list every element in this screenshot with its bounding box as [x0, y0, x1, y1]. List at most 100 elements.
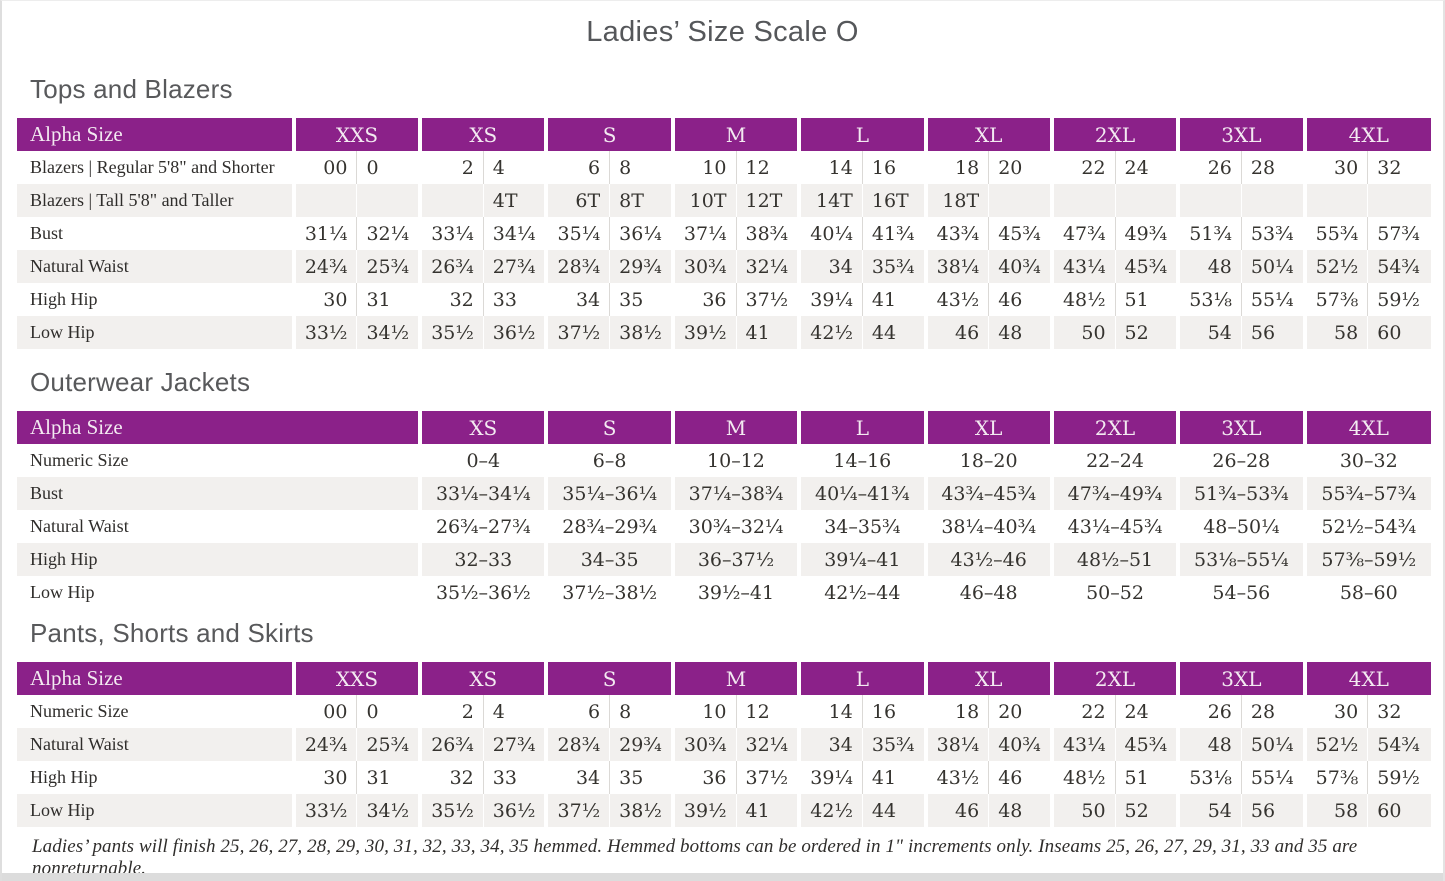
size-value: 53⅛–55¼ [1176, 543, 1305, 576]
size-value: 6T [544, 184, 611, 217]
tables-root: Tops and Blazers Alpha Size XXS XS S M L XL 2XL 3… [2, 74, 1443, 827]
row-label: Low Hip [30, 800, 95, 820]
size-value: 26–28 [1176, 444, 1305, 477]
size-value: 32¼ [745, 255, 789, 278]
size-value: 32 [1377, 700, 1402, 723]
size-value: 30¾–32¼ [670, 510, 800, 543]
size-value: 6–8 [544, 444, 673, 477]
size-value [989, 184, 1052, 217]
size-value: 54¾ [1377, 733, 1420, 756]
size-value: 38¼ [923, 728, 990, 761]
size-value: 43¾ [923, 217, 990, 250]
table-row-numeric-size: Numeric Size 00 0 2 4 6 8 10 12 14 16 18 20 22 24 26 28 3… [17, 695, 1431, 728]
size-group-header-xl: XL [923, 411, 1052, 444]
size-value: 47¾–49¾ [1049, 477, 1179, 510]
size-value: 51¾ [1176, 217, 1242, 250]
size-value: 38½ [619, 799, 662, 822]
size-value: 57⅜–59½ [1302, 543, 1431, 576]
size-value: 00 [291, 151, 358, 184]
size-group-header-3xl: 3XL [1176, 411, 1305, 444]
size-value: 55¼ [1250, 766, 1294, 789]
row-label: Low Hip [30, 322, 95, 342]
row-label: Natural Waist [30, 734, 129, 754]
size-value: 40¼–41¾ [797, 477, 926, 510]
table-row-high-hip: High Hip 32–33 34–35 36–37½ 39¼–41 43½–46 48½–… [17, 543, 1431, 576]
size-value: 56 [1250, 321, 1276, 344]
size-value: 46 [923, 794, 990, 827]
size-value: 43½ [923, 761, 990, 794]
size-value: 20 [998, 156, 1023, 179]
size-value: 38¼–40¾ [923, 510, 1052, 543]
size-value: 52 [1124, 321, 1149, 344]
size-value: 48½–51 [1049, 543, 1179, 576]
size-value: 14–16 [797, 444, 926, 477]
size-value: 34¼ [492, 222, 536, 245]
alpha-size-header: Alpha Size [17, 411, 421, 444]
size-value: 41 [745, 321, 770, 344]
table-row-bust: Bust 31¼ 32¼ 33¼ 34¼ 35¼ 36¼ 37¼ 38¾ 40¼ 41¾ 43¾ 45¾… [17, 217, 1431, 250]
size-value: 45¾ [1124, 733, 1168, 756]
size-value: 24 [1124, 156, 1149, 179]
size-value: 54 [1176, 794, 1242, 827]
size-value: 30¾ [670, 728, 737, 761]
size-table-outerwear-jackets: Alpha Size XS S M L XL 2XL 3XL 4XL Numeric Size 0–… [17, 411, 1431, 609]
size-value: 60 [1377, 799, 1402, 822]
size-value: 16 [871, 156, 897, 179]
size-value: 43¾–45¾ [923, 477, 1052, 510]
size-group-header-xl: XL [923, 662, 1052, 695]
header-row: Alpha Size XXS XS S M L XL 2XL 3XL 4XL [17, 118, 1431, 151]
size-value: 31 [366, 288, 391, 311]
size-value: 52½–54¾ [1302, 510, 1431, 543]
size-value: 54–56 [1176, 576, 1305, 609]
size-value: 50–52 [1049, 576, 1179, 609]
size-value: 34 [797, 250, 863, 283]
size-value: 12T [745, 189, 783, 212]
size-value: 36–37½ [670, 543, 800, 576]
table-row-low-hip: Low Hip 35½–36½ 37½–38½ 39½–41 42½–44 46–48 50… [17, 576, 1431, 609]
size-value: 55¾–57¾ [1302, 477, 1431, 510]
size-value: 26¾–27¾ [418, 510, 547, 543]
size-value: 44 [871, 799, 897, 822]
size-value: 59½ [1377, 766, 1420, 789]
size-value [1241, 184, 1304, 217]
size-value: 00 [291, 695, 358, 728]
size-value: 28 [1250, 156, 1276, 179]
size-group-header-xs: XS [418, 411, 547, 444]
size-value: 56 [1250, 799, 1276, 822]
size-value: 45¾ [998, 222, 1041, 245]
size-value: 34–35 [544, 543, 673, 576]
size-value: 33½ [291, 316, 358, 349]
size-value: 24¾ [291, 250, 358, 283]
size-value [291, 184, 358, 217]
size-value [1176, 184, 1242, 217]
size-group-header-xxs: XXS [291, 118, 421, 151]
size-value: 30–32 [1302, 444, 1431, 477]
size-value: 51 [1124, 288, 1149, 311]
size-value [1302, 184, 1369, 217]
size-value: 48 [1176, 728, 1242, 761]
size-value: 24 [1124, 700, 1149, 723]
size-value [418, 184, 484, 217]
size-value: 28¾–29¾ [544, 510, 673, 543]
size-group-header-4xl: 4XL [1302, 662, 1431, 695]
size-value: 58–60 [1302, 576, 1431, 609]
size-value: 33¼ [418, 217, 484, 250]
table-row-natural-waist: Natural Waist 24¾ 25¾ 26¾ 27¾ 28¾ 29¾ 30¾ 32¼ 34 3… [17, 728, 1431, 761]
row-label: Natural Waist [30, 256, 129, 276]
size-value: 42½ [797, 794, 863, 827]
size-value: 39½ [670, 316, 737, 349]
size-value: 39¼ [797, 761, 863, 794]
size-value [357, 184, 420, 217]
size-value: 58 [1302, 316, 1369, 349]
row-label: Numeric Size [30, 450, 129, 470]
size-value: 43¼–45¾ [1049, 510, 1179, 543]
size-value: 8 [619, 700, 632, 723]
page-title: Ladies’ Size Scale O [586, 16, 859, 48]
size-value: 8 [619, 156, 632, 179]
size-value: 14T [797, 184, 863, 217]
size-value: 52 [1124, 799, 1149, 822]
size-value [1368, 184, 1431, 217]
size-value: 33 [492, 288, 517, 311]
size-value: 14 [797, 151, 863, 184]
table-row-natural-waist: Natural Waist 26¾–27¾ 28¾–29¾ 30¾–32¼ 34–35¾… [17, 510, 1431, 543]
